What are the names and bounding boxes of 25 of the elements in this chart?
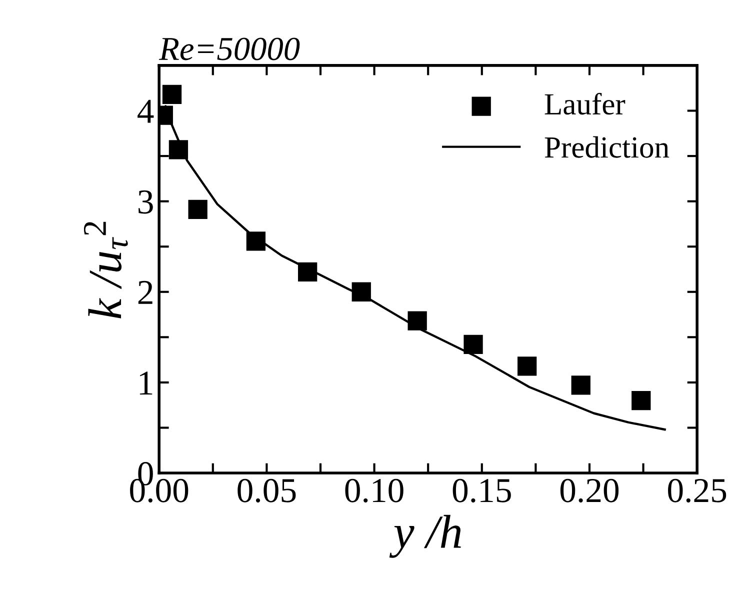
point	[298, 262, 318, 282]
y-tick-label: 3	[138, 190, 153, 214]
point	[518, 356, 537, 376]
legend-label: Prediction	[544, 136, 670, 158]
point	[571, 376, 590, 395]
legend-label: Laufer	[544, 92, 626, 115]
x-tick-label: 0.05	[238, 478, 296, 502]
point	[162, 84, 182, 104]
x-axis-title: y /h	[389, 514, 461, 558]
y-axis-title: k /u$_{τ}$$^{2}$	[84, 222, 128, 318]
x-tick-label: 0.20	[560, 478, 619, 502]
point	[464, 334, 483, 354]
point	[188, 200, 208, 220]
point	[168, 140, 188, 160]
y-tick-label: 1	[140, 372, 152, 394]
point	[632, 390, 651, 410]
y-tick-label: 2	[138, 280, 152, 304]
point	[408, 311, 427, 330]
x-tick-label: 0.25	[668, 478, 726, 502]
point	[352, 282, 371, 302]
x-tick-label: 0.15	[452, 478, 511, 502]
point	[246, 232, 266, 251]
y-tick-label: 4	[138, 100, 154, 123]
x-tick-label: 0.10	[345, 478, 404, 502]
chart-title: Re=50000	[158, 38, 300, 60]
